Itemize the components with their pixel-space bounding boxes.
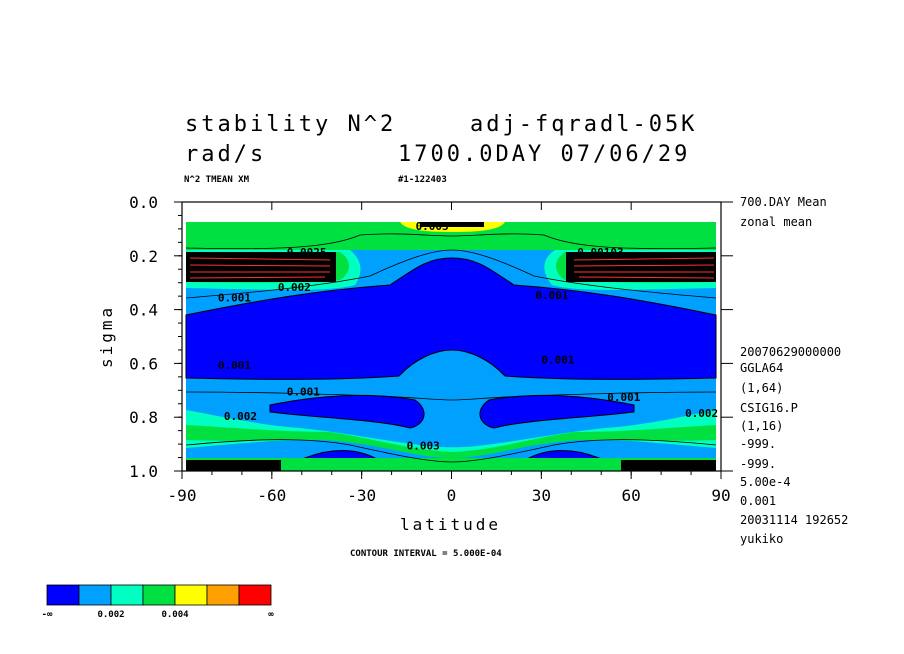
contour-label: 0.001 — [541, 353, 574, 366]
colorbar-label: 0.004 — [161, 610, 189, 620]
y-tick-label: 1.0 — [129, 462, 158, 481]
contour-label: 0.0025 — [287, 246, 327, 259]
field-top-cap-dense — [420, 222, 484, 227]
title-line1-right: adj-fqradl-05K — [470, 112, 697, 137]
contour-label: 0.002 — [278, 281, 311, 294]
y-tick-label: 0.6 — [129, 354, 158, 373]
thin-contours — [185, 233, 717, 463]
x-tick-label: -60 — [257, 486, 286, 505]
field-surface-right-dense — [621, 460, 716, 471]
side-info-line: 0.001 — [740, 494, 776, 508]
subheader-left: N^2 TMEAN XM — [184, 175, 250, 185]
side-info-line: (1,16) — [740, 419, 783, 433]
contour-label: 0.003 — [416, 220, 449, 233]
colorbar-swatch — [46, 584, 80, 606]
contour-labels: 0.003 0.0025 0.002 0.001 0.001 0.001 0.001 0.00… — [218, 220, 718, 452]
side-info-line: yukiko — [740, 532, 783, 546]
y-axis-label: sigma — [97, 305, 116, 368]
plot-area — [181, 201, 722, 472]
colorbar-swatch — [206, 584, 240, 606]
dense-contour-lines — [189, 257, 715, 279]
y-tick-label: 0.0 — [129, 193, 158, 212]
contour-label: 0.001 — [535, 289, 568, 302]
colorbar-label: -∞ — [42, 610, 53, 620]
contour-label: 0.001 — [607, 391, 640, 404]
title-line1-left: stability N^2 — [185, 112, 396, 137]
side-info-line: 20070629000000 — [740, 345, 841, 359]
colorbar-swatch — [174, 584, 208, 606]
contour-label: 0.001 — [287, 386, 320, 399]
field-mid-blue — [185, 257, 717, 380]
contour-label: 0.002 — [685, 407, 718, 420]
side-info-line: GGLA64 — [740, 361, 783, 375]
field-surface-green — [186, 458, 716, 471]
x-tick-label: 0 — [447, 486, 457, 505]
colorbar-label: ∞ — [268, 610, 274, 620]
x-tick-label: 30 — [532, 486, 551, 505]
contour-interval: CONTOUR INTERVAL = 5.000E-04 — [350, 549, 502, 559]
colorbar-swatch — [78, 584, 112, 606]
side-info-line: -999. — [740, 457, 776, 471]
y-ticks: 0.0 0.2 0.4 0.6 0.8 1.0 — [129, 193, 733, 481]
side-info-line: -999. — [740, 437, 776, 451]
colorbar-swatch — [142, 584, 176, 606]
field-surface-left-dense — [186, 460, 281, 471]
field-lower-right-blue — [479, 394, 635, 429]
side-info-line: 5.00e-4 — [740, 475, 791, 489]
y-tick-label: 0.8 — [129, 408, 158, 427]
field-lower-left-blue — [269, 394, 425, 429]
side-info-line: CSIG16.P — [740, 401, 798, 415]
contour-label: 0.00103 — [577, 246, 623, 259]
field-lower-green — [186, 425, 716, 458]
x-tick-label: -30 — [347, 486, 376, 505]
title-line2-right: 1700.0DAY 07/06/29 — [398, 142, 690, 167]
x-ticks: -90 -60 -30 0 30 60 90 — [168, 202, 731, 505]
x-tick-label: 90 — [711, 486, 730, 505]
contour-label: 0.003 — [407, 439, 440, 452]
contour-label: 0.002 — [224, 410, 257, 423]
x-tick-label: -90 — [168, 486, 197, 505]
colorbar: -∞ 0.002 0.004 ∞ — [42, 584, 274, 620]
subheader-right: #1-122403 — [398, 175, 447, 185]
title-line2-left: rad/s — [185, 142, 266, 167]
colorbar-swatch — [238, 584, 272, 606]
colorbar-swatch — [110, 584, 144, 606]
x-axis-label: latitude — [400, 515, 501, 534]
contour-label: 0.001 — [218, 359, 251, 372]
side-info-line: 700.DAY Mean — [740, 195, 827, 209]
side-info-line: 20031114 192652 — [740, 513, 848, 527]
side-info: 700.DAY Mean zonal mean 20070629000000 GGLA… — [740, 195, 848, 546]
y-tick-label: 0.4 — [129, 301, 158, 320]
side-info-line: zonal mean — [740, 215, 812, 229]
contour-label: 0.001 — [218, 292, 251, 305]
y-tick-label: 0.2 — [129, 247, 158, 266]
side-info-line: (1,64) — [740, 381, 783, 395]
colorbar-label: 0.002 — [97, 610, 124, 620]
x-tick-label: 60 — [622, 486, 641, 505]
